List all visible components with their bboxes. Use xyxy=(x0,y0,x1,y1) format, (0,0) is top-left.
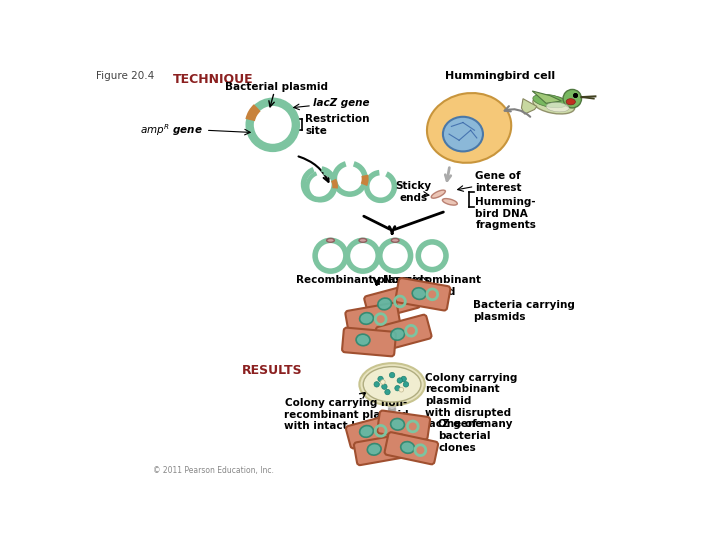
FancyBboxPatch shape xyxy=(346,414,400,448)
Ellipse shape xyxy=(363,367,421,402)
Text: Recombinant plasmids: Recombinant plasmids xyxy=(296,275,430,285)
Ellipse shape xyxy=(427,93,511,163)
Circle shape xyxy=(381,380,385,384)
Text: $amp^R$ gene: $amp^R$ gene xyxy=(140,123,204,138)
Ellipse shape xyxy=(359,313,374,324)
Ellipse shape xyxy=(442,199,457,205)
Ellipse shape xyxy=(359,363,425,406)
Text: Figure 20.4: Figure 20.4 xyxy=(96,71,154,81)
Ellipse shape xyxy=(392,239,399,242)
Text: One of many
bacterial
clones: One of many bacterial clones xyxy=(438,420,513,453)
Circle shape xyxy=(563,90,582,108)
Ellipse shape xyxy=(533,96,575,114)
Ellipse shape xyxy=(391,418,405,430)
Ellipse shape xyxy=(401,442,415,453)
Ellipse shape xyxy=(533,94,567,108)
Ellipse shape xyxy=(360,426,374,437)
Text: Colony carrying non-
recombinant plasmid
with intact lacZ gene: Colony carrying non- recombinant plasmid… xyxy=(284,398,408,431)
Text: Restriction
site: Restriction site xyxy=(305,114,369,136)
Text: Sticky
ends: Sticky ends xyxy=(395,181,432,202)
Text: © 2011 Pearson Education, Inc.: © 2011 Pearson Education, Inc. xyxy=(153,466,274,475)
Text: RESULTS: RESULTS xyxy=(242,363,302,376)
Polygon shape xyxy=(532,91,562,103)
Text: lacZ gene: lacZ gene xyxy=(312,98,369,109)
Circle shape xyxy=(399,387,404,392)
Ellipse shape xyxy=(566,99,575,105)
Ellipse shape xyxy=(391,328,405,340)
Ellipse shape xyxy=(431,190,446,198)
Circle shape xyxy=(374,382,379,387)
Text: Nonrecombinant
plasmid: Nonrecombinant plasmid xyxy=(383,275,481,296)
Text: Gene of
interest: Gene of interest xyxy=(475,171,522,193)
Ellipse shape xyxy=(443,117,483,151)
FancyBboxPatch shape xyxy=(342,328,396,356)
Ellipse shape xyxy=(378,298,392,310)
FancyBboxPatch shape xyxy=(376,315,431,351)
FancyBboxPatch shape xyxy=(346,303,400,335)
FancyBboxPatch shape xyxy=(377,410,430,440)
FancyBboxPatch shape xyxy=(354,435,407,465)
Text: TECHNIQUE: TECHNIQUE xyxy=(173,72,253,85)
Circle shape xyxy=(382,384,387,389)
FancyBboxPatch shape xyxy=(384,432,438,464)
Ellipse shape xyxy=(327,239,334,242)
Ellipse shape xyxy=(356,334,370,346)
FancyBboxPatch shape xyxy=(364,284,420,320)
Circle shape xyxy=(384,389,390,395)
Text: Colony carrying
recombinant
plasmid
with disrupted
lacZ gene: Colony carrying recombinant plasmid with… xyxy=(426,373,518,429)
Polygon shape xyxy=(521,99,537,114)
Circle shape xyxy=(403,382,409,387)
Text: Hummingbird cell: Hummingbird cell xyxy=(445,71,555,81)
Ellipse shape xyxy=(546,103,570,112)
Text: Bacteria carrying
plasmids: Bacteria carrying plasmids xyxy=(473,300,575,322)
Circle shape xyxy=(401,376,406,382)
Ellipse shape xyxy=(367,443,381,455)
Circle shape xyxy=(378,376,383,382)
Text: Bacterial plasmid: Bacterial plasmid xyxy=(225,82,328,92)
Circle shape xyxy=(397,378,402,383)
Circle shape xyxy=(395,386,400,391)
Ellipse shape xyxy=(413,288,426,299)
FancyBboxPatch shape xyxy=(395,278,451,310)
Text: Humming-
bird DNA
fragments: Humming- bird DNA fragments xyxy=(475,197,536,231)
Ellipse shape xyxy=(359,239,366,242)
Circle shape xyxy=(390,373,395,378)
